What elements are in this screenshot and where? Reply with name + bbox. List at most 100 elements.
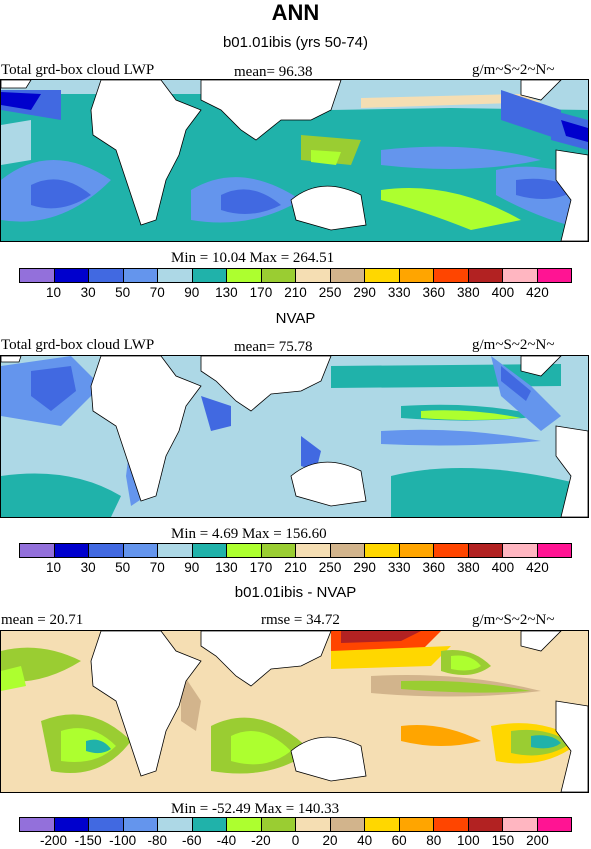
colorbar-swatch [261,818,296,831]
colorbar-swatch [399,544,434,557]
colorbar-tick-label: 70 [149,285,165,300]
colorbar-swatch [434,818,469,831]
colorbar-swatch [399,818,434,831]
colorbar-swatch [503,818,538,831]
colorbar-swatch [330,269,365,282]
panel-3-rmse-label: rmse = 34.72 [261,612,340,628]
colorbar-tick-label: 30 [80,560,96,575]
colorbar-swatch [503,269,538,282]
colorbar-tick-label: 250 [318,560,342,575]
colorbar-swatch [192,269,227,282]
colorbar-swatch [54,269,89,282]
colorbar-swatch [330,818,365,831]
colorbar-tick-label: 20 [322,833,338,848]
colorbar-swatch [537,818,571,831]
panel-2-minmax: Min = 4.69 Max = 156.60 [171,526,327,542]
panel-1-map [0,79,589,242]
colorbar-swatch [468,818,503,831]
colorbar-swatch [192,544,227,557]
colorbar-tick-label: 200 [526,833,549,848]
colorbar-swatch [503,544,538,557]
colorbar-swatch [434,544,469,557]
colorbar-tick-label: -60 [182,833,202,848]
colorbar-tick-label: 210 [284,285,307,300]
panel-3-subtitle: b01.01ibis - NVAP [234,584,357,601]
panel-1-mean-label: mean= 96.38 [234,64,313,80]
colorbar-swatch [20,544,55,557]
colorbar-swatch [399,269,434,282]
colorbar-tick-label: 290 [353,285,376,300]
panel-1-units-label: g/m~S~2~N~ [472,62,555,78]
panel-1-variable-label: Total grd-box cloud LWP [1,62,155,78]
colorbar-tick-label: 50 [115,285,131,300]
panel-2-units-label: g/m~S~2~N~ [472,337,555,353]
colorbar-swatch [365,269,400,282]
colorbar-swatch [89,269,124,282]
colorbar-swatch [158,269,193,282]
colorbar-tick-label: 0 [291,833,300,848]
colorbar-tick-label: 170 [249,285,273,300]
colorbar-tick-label: 290 [353,560,376,575]
colorbar-swatch [227,269,262,282]
colorbar-tick-label: 70 [149,560,165,575]
colorbar-swatch [20,818,55,831]
colorbar-swatch [123,269,158,282]
panel-2-colorbar-ticks: 10 30 50 70 90 130 170 210 250 290 330 360 380 400 420 [19,560,572,576]
panel-2-colorbar [19,543,572,558]
colorbar-swatch [296,269,331,282]
colorbar-tick-label: 250 [318,285,342,300]
colorbar-tick-label: 90 [184,285,200,300]
colorbar-swatch [123,544,158,557]
colorbar-tick-label: 10 [46,285,62,300]
panel-1-minmax: Min = 10.04 Max = 264.51 [171,250,335,266]
panel-3-mean-label: mean = 20.71 [1,612,84,628]
colorbar-swatch [537,269,571,282]
panel-1-colorbar-ticks: 10 30 50 70 90 130 170 210 250 290 330 360 380 400 420 [19,285,572,301]
colorbar-swatch [54,818,89,831]
panel-2-map [0,355,589,518]
panel-1-subtitle: b01.01ibis (yrs 50-74) [222,34,369,51]
colorbar-swatch [192,818,227,831]
panel-2-mean-label: mean= 75.78 [234,339,313,355]
colorbar-tick-label: 360 [422,285,446,300]
colorbar-swatch [537,544,571,557]
colorbar-swatch [365,818,400,831]
colorbar-swatch [227,818,262,831]
colorbar-tick-label: -40 [216,833,237,848]
colorbar-tick-label: 30 [80,285,96,300]
colorbar-tick-label: 10 [46,560,62,575]
colorbar-tick-label: -20 [251,833,271,848]
panel-3-colorbar [19,817,572,832]
figure-title: ANN [271,0,320,25]
colorbar-swatch [54,544,89,557]
panel-3-minmax: Min = -52.49 Max = 140.33 [171,801,340,817]
panel-2-variable-label: Total grd-box cloud LWP [1,337,155,353]
colorbar-swatch [434,269,469,282]
colorbar-swatch [158,818,193,831]
panel-1-colorbar [19,268,572,283]
colorbar-tick-label: 330 [387,560,411,575]
colorbar-tick-label: 400 [491,560,515,575]
colorbar-swatch [468,544,503,557]
colorbar-tick-label: 90 [184,560,200,575]
colorbar-swatch [296,818,331,831]
colorbar-tick-label: 420 [526,285,549,300]
colorbar-tick-label: -200 [40,833,68,848]
colorbar-tick-label: 400 [491,285,515,300]
colorbar-swatch [89,818,124,831]
panel-2-subtitle: NVAP [275,310,316,327]
colorbar-swatch [123,818,158,831]
colorbar-tick-label: -80 [147,833,168,848]
colorbar-swatch [20,269,55,282]
colorbar-tick-label: 170 [249,560,273,575]
colorbar-swatch [330,544,365,557]
colorbar-tick-label: 80 [426,833,442,848]
colorbar-tick-label: 380 [457,285,480,300]
colorbar-tick-label: 130 [215,285,238,300]
colorbar-swatch [89,544,124,557]
colorbar-tick-label: 420 [526,560,549,575]
colorbar-swatch [261,269,296,282]
colorbar-tick-label: 100 [457,833,480,848]
colorbar-tick-label: -100 [109,833,137,848]
colorbar-swatch [261,544,296,557]
